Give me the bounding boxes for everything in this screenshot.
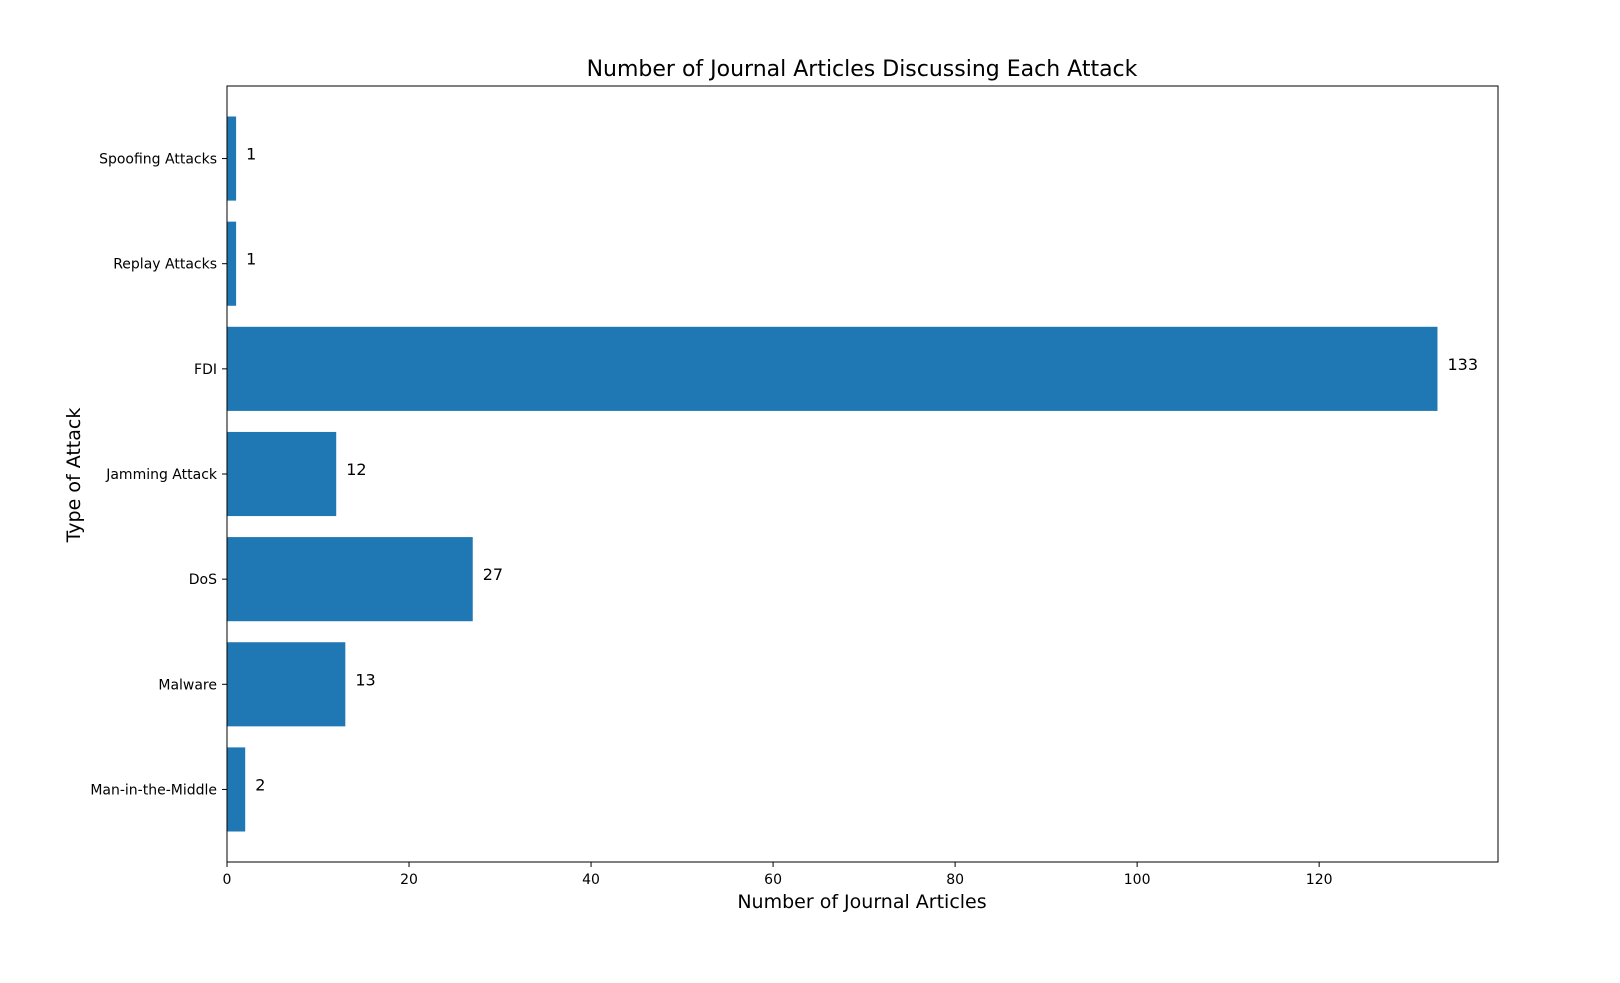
x-tick-label: 120 (1306, 872, 1333, 888)
axis-layer: Man-in-the-Middle Malware DoS Jamming Attac… (90, 152, 1332, 888)
x-tick-label: 100 (1124, 872, 1151, 888)
bar-jamming-attack (227, 431, 337, 517)
data-label: 2 (255, 775, 265, 794)
bar-man-in-the-middle (227, 747, 246, 832)
y-tick-label: DoS (189, 572, 217, 588)
y-tick-label: FDI (194, 362, 217, 378)
chart-title: Number of Journal Articles Discussing Ea… (587, 57, 1138, 82)
data-label: 133 (1447, 355, 1478, 374)
x-tick-label: 0 (223, 872, 232, 888)
y-tick-label: Man-in-the-Middle (90, 782, 217, 798)
y-tick-label: Spoofing Attacks (99, 152, 217, 168)
y-tick-label: Jamming Attack (105, 467, 218, 483)
bar-fdi (227, 326, 1438, 411)
x-tick-label: 20 (400, 872, 418, 888)
plot-frame (226, 85, 1499, 863)
data-label: 1 (246, 250, 256, 269)
y-tick-label: Replay Attacks (113, 257, 217, 273)
bar-spoofing-attacks (227, 116, 237, 201)
x-axis-label: Number of Journal Articles (737, 891, 986, 913)
y-axis-label: Type of Attack (63, 408, 85, 544)
data-label: 27 (483, 565, 503, 584)
data-label: 12 (346, 460, 366, 479)
y-tick-label: Malware (158, 677, 217, 693)
x-tick-label: 60 (764, 872, 782, 888)
bar-dos (227, 537, 473, 622)
bar-replay-attacks (227, 221, 237, 306)
data-label: 13 (355, 670, 375, 689)
bars-layer: 2 13 27 12 133 1 1 (227, 116, 1478, 832)
bar-malware (227, 642, 346, 727)
x-tick-label: 40 (582, 872, 600, 888)
data-label: 1 (246, 145, 256, 164)
x-tick-label: 80 (946, 872, 964, 888)
